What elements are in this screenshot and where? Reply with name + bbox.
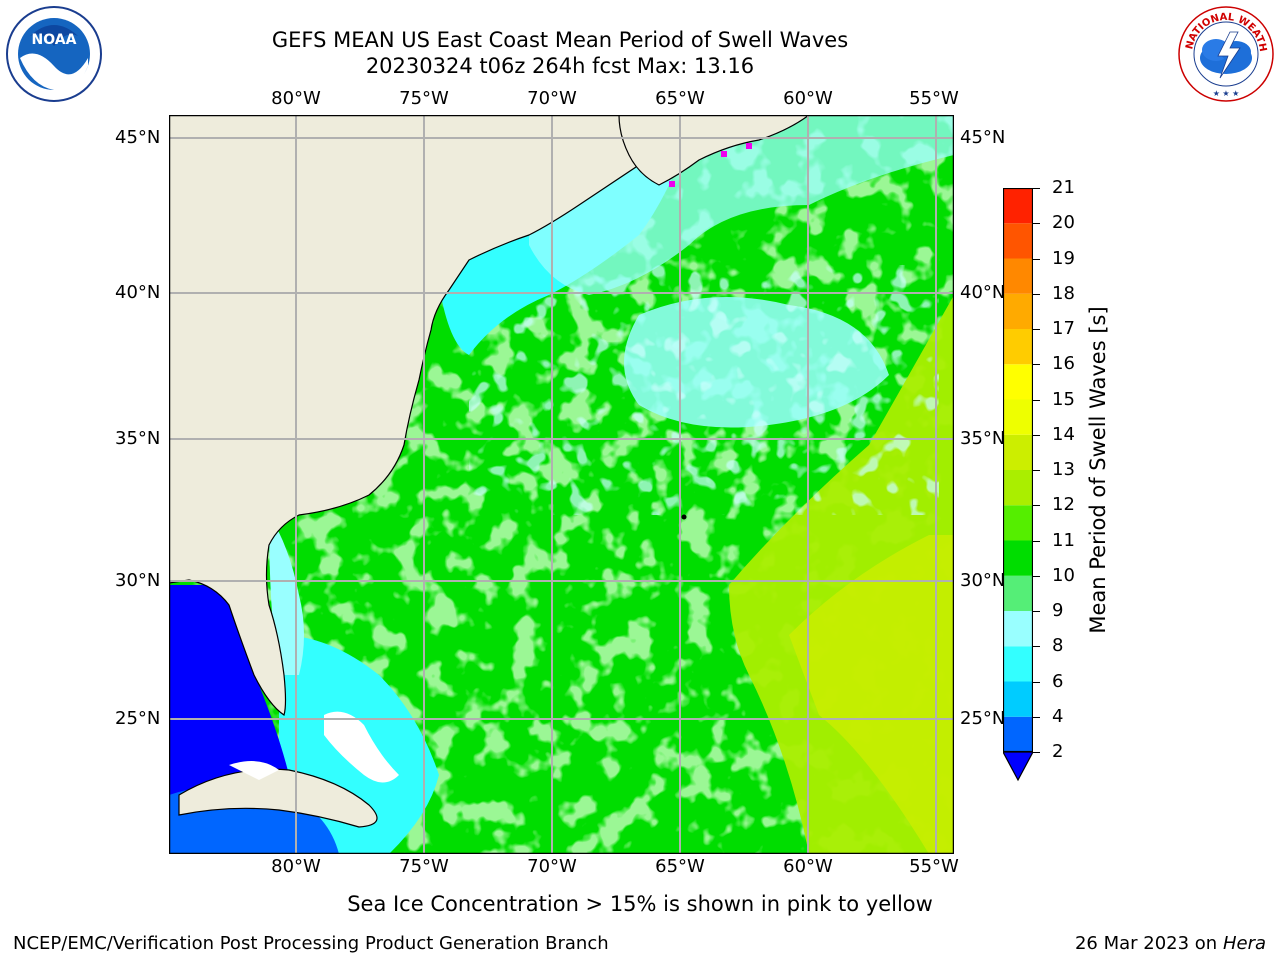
colorbar-tick-mark [1033, 716, 1040, 718]
lat-tick-right: 35°N [960, 428, 1006, 449]
colorbar-segment [1003, 716, 1033, 752]
lon-tick-bottom: 55°W [909, 856, 959, 877]
bermuda [681, 514, 687, 520]
colorbar-tick-mark [1033, 399, 1040, 401]
colorbar-tick-mark [1033, 434, 1040, 436]
sea-ice-cell [721, 151, 727, 157]
lon-tick-top: 80°W [271, 88, 321, 109]
lat-tick-right: 45°N [960, 127, 1006, 148]
colorbar-segment [1003, 399, 1033, 435]
noaa-logo: NOAA [6, 6, 102, 102]
colorbar-tick-mark [1033, 646, 1040, 648]
lat-tick-left: 30°N [115, 570, 161, 591]
colorbar-segment [1003, 188, 1033, 224]
colorbar-tick: 18 [1052, 282, 1075, 304]
colorbar-tick: 20 [1052, 212, 1075, 234]
colorbar-extend-arrow [1003, 752, 1033, 782]
colorbar-tick-mark [1033, 470, 1040, 471]
lon-tick-bottom: 75°W [399, 856, 449, 877]
noaa-logo-text: NOAA [32, 32, 77, 48]
land-maritimes [618, 115, 811, 186]
lat-tick-left: 45°N [115, 127, 161, 148]
colorbar-tick: 15 [1052, 388, 1075, 410]
colorbar-tick-mark [1033, 611, 1040, 612]
colorbar-tick-mark [1033, 293, 1040, 295]
footer-credit: NCEP/EMC/Verification Post Processing Pr… [13, 933, 609, 954]
lat-tick-right: 40°N [960, 282, 1006, 303]
lat-tick-left: 40°N [115, 282, 161, 303]
colorbar-tick-mark [1033, 681, 1040, 683]
colorbar-segment [1003, 575, 1033, 611]
colorbar-segment [1003, 611, 1033, 647]
graticule [169, 115, 954, 854]
colorbar-segment [1003, 505, 1033, 541]
colorbar-tick: 17 [1052, 318, 1075, 339]
colorbar-tick: 8 [1052, 635, 1064, 657]
lon-tick-top: 70°W [527, 88, 577, 109]
colorbar-tick: 12 [1052, 494, 1075, 516]
lon-tick-top: 65°W [655, 88, 705, 109]
cyan-texture [469, 265, 939, 515]
lat-tick-right: 25°N [960, 708, 1006, 729]
colorbar-tick: 21 [1052, 177, 1075, 198]
colorbar-segment [1003, 646, 1033, 682]
lon-tick-top: 60°W [783, 88, 833, 109]
lon-tick-bottom: 80°W [271, 856, 321, 877]
colorbar-segment [1003, 258, 1033, 294]
chart-subtitle: 20230324 t06z 264h fcst Max: 13.16 [365, 54, 755, 78]
lon-tick-bottom: 70°W [527, 856, 577, 877]
colorbar-segment [1003, 223, 1033, 259]
colorbar-tick: 6 [1052, 670, 1064, 692]
footer-date-text: 26 Mar 2023 on [1074, 933, 1218, 954]
colorbar-tick: 14 [1052, 423, 1075, 445]
colorbar-tick: 9 [1052, 600, 1064, 621]
colorbar-segment [1003, 681, 1033, 717]
colorbar-segment [1003, 364, 1033, 400]
colorbar-tick-mark [1033, 258, 1040, 260]
lat-tick-right: 30°N [960, 570, 1006, 591]
lat-tick-left: 25°N [115, 708, 161, 729]
lon-tick-bottom: 60°W [783, 856, 833, 877]
lon-tick-top: 55°W [909, 88, 959, 109]
colorbar-tick: 2 [1052, 741, 1064, 762]
nws-logo: NATIONAL WEATHER SERVICE ★ ★ ★ [1178, 6, 1274, 102]
lon-tick-top: 75°W [399, 88, 449, 109]
colorbar-tick: 16 [1052, 353, 1075, 375]
colorbar-segment [1003, 434, 1033, 470]
colorbar-tick: 10 [1052, 564, 1075, 586]
colorbar-tick-mark [1033, 188, 1040, 189]
colorbar-tick-mark [1033, 752, 1040, 753]
colorbar-tick-mark [1033, 329, 1040, 330]
colorbar-segment [1003, 329, 1033, 365]
sea-ice-cell [746, 143, 752, 149]
sea-ice-cell [669, 181, 675, 187]
lat-tick-left: 35°N [115, 428, 161, 449]
colorbar-tick: 13 [1052, 459, 1075, 480]
lon-tick-bottom: 65°W [655, 856, 705, 877]
colorbar-tick-mark [1033, 505, 1040, 507]
footer-machine: Hera [1222, 933, 1266, 954]
colorbar-label: Mean Period of Swell Waves [s] [1086, 306, 1110, 634]
colorbar-tick: 4 [1052, 705, 1064, 727]
colorbar-tick: 19 [1052, 247, 1075, 269]
colorbar-tick: 11 [1052, 529, 1075, 551]
sea-ice-note: Sea Ice Concentration > 15% is shown in … [347, 892, 933, 916]
svg-text:★ ★ ★: ★ ★ ★ [1213, 89, 1240, 98]
colorbar-segment [1003, 293, 1033, 329]
bahamas-banks [324, 711, 399, 783]
bahamas-banks-2 [229, 761, 279, 780]
chart-title: GEFS MEAN US East Coast Mean Period of S… [271, 28, 849, 52]
colorbar-segment [1003, 470, 1033, 506]
yellow-region [789, 535, 954, 854]
colorbar-tick-mark [1033, 364, 1040, 366]
colorbar-segment [1003, 540, 1033, 576]
footer-date: 26 Mar 2023 on Hera [1075, 933, 1266, 954]
colorbar-tick-mark [1033, 575, 1040, 577]
colorbar-tick-mark [1033, 540, 1040, 542]
colorbar-tick-mark [1033, 223, 1040, 225]
colorbar [1003, 188, 1033, 752]
swell-period-map [169, 115, 954, 854]
